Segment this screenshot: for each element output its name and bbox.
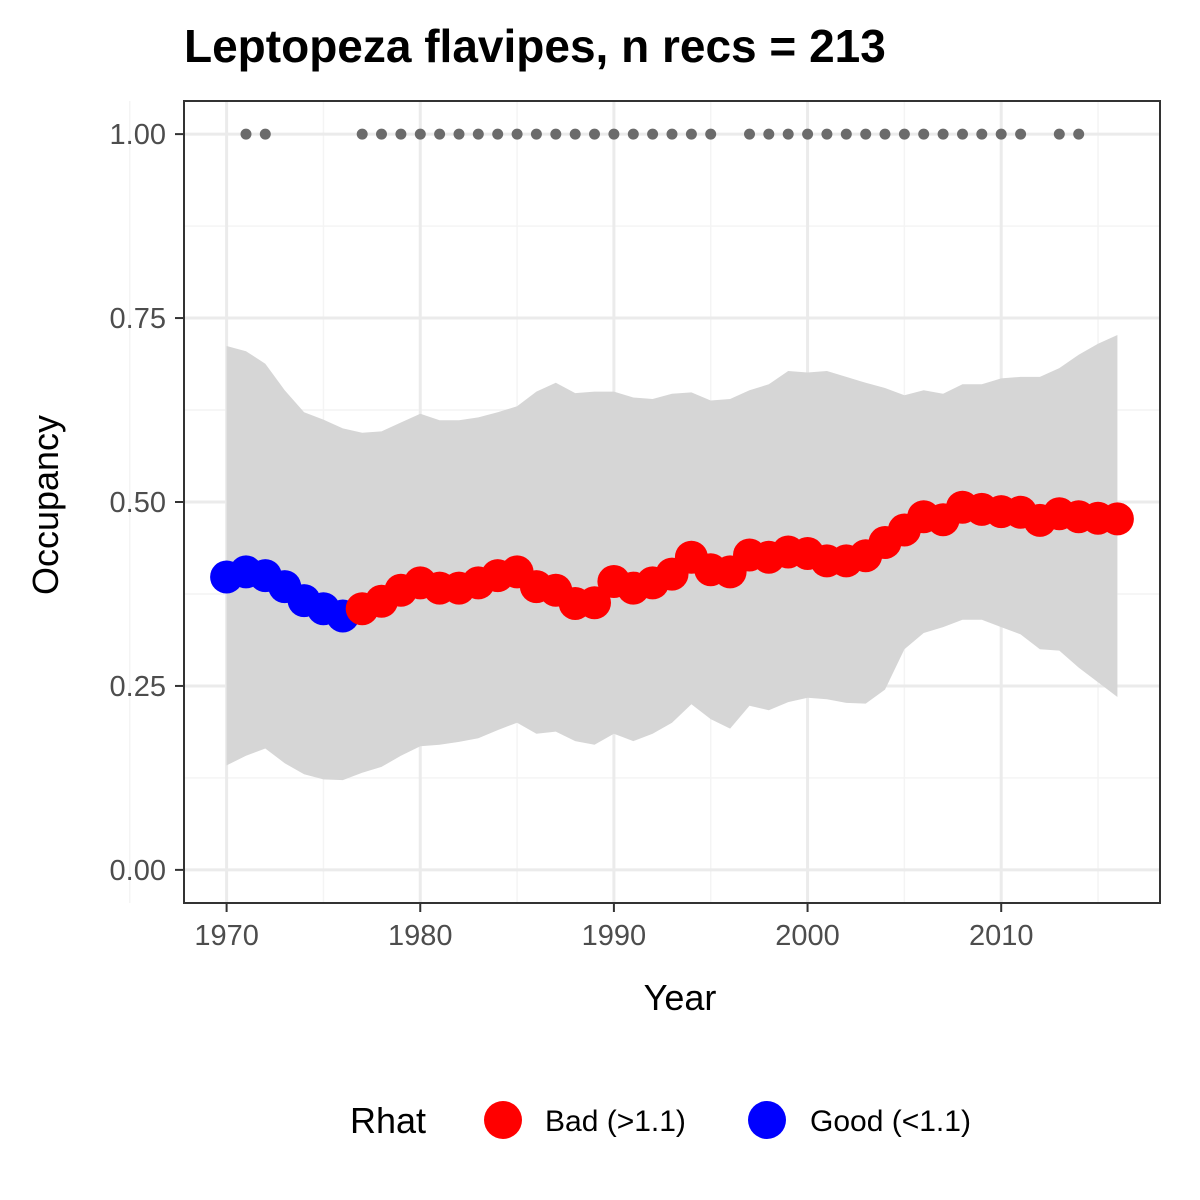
record-point [512,129,523,140]
record-point [996,129,1007,140]
legend-key-bad [484,1101,522,1139]
record-point [841,129,852,140]
y-tick-label: 0.50 [110,487,166,519]
x-tick-label: 2000 [775,920,840,952]
record-point [647,129,658,140]
record-point [686,129,697,140]
record-point [492,129,503,140]
record-point [415,129,426,140]
record-point [860,129,871,140]
y-tick-label: 0.75 [110,303,166,335]
point-bad [1101,502,1134,535]
record-point [1054,129,1065,140]
x-axis: 1970 1980 1990 2000 2010 [194,903,1033,952]
legend: Rhat Bad (>1.1) Good (<1.1) [350,1100,971,1141]
record-point [821,129,832,140]
record-point [434,129,445,140]
record-point [667,129,678,140]
confidence-ribbon [227,335,1118,780]
chart-title: Leptopeza flavipes, n recs = 213 [184,20,886,72]
record-point [976,129,987,140]
record-point [783,129,794,140]
record-point [899,129,910,140]
record-point [376,129,387,140]
x-tick-label: 1990 [582,920,647,952]
record-point [357,129,368,140]
legend-key-good [748,1101,786,1139]
y-tick-label: 0.25 [110,671,166,703]
record-point [1015,129,1026,140]
legend-label-bad: Bad (>1.1) [545,1105,686,1138]
record-point [705,129,716,140]
record-point [589,129,600,140]
record-point [628,129,639,140]
x-tick-label: 1970 [194,920,259,952]
record-point [938,129,949,140]
x-tick-label: 1980 [388,920,453,952]
record-point [1073,129,1084,140]
record-point [744,129,755,140]
record-point [957,129,968,140]
legend-title: Rhat [350,1100,426,1141]
record-point [918,129,929,140]
record-point [454,129,465,140]
record-point [570,129,581,140]
y-axis-title: Occupancy [25,415,66,595]
record-point [260,129,271,140]
record-point [802,129,813,140]
record-point [473,129,484,140]
x-axis-title: Year [644,977,717,1018]
legend-label-good: Good (<1.1) [810,1105,971,1138]
record-point [880,129,891,140]
record-point [550,129,561,140]
record-point [608,129,619,140]
record-point [241,129,252,140]
record-point [763,129,774,140]
x-tick-label: 2010 [969,920,1034,952]
y-axis: 0.00 0.25 0.50 0.75 1.00 [110,119,184,887]
record-point [531,129,542,140]
y-tick-label: 0.00 [110,855,166,887]
record-point [395,129,406,140]
y-tick-label: 1.00 [110,119,166,151]
